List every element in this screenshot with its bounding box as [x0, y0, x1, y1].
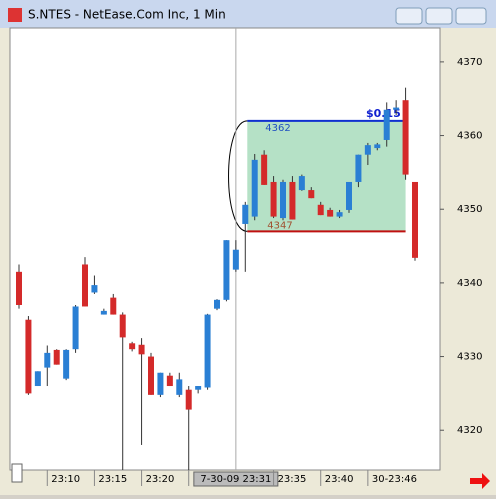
candle-body: [251, 159, 258, 217]
y-tick-label: 4370: [457, 57, 482, 68]
candle-body: [53, 349, 60, 365]
candle-body: [110, 297, 117, 315]
candle-body: [336, 212, 343, 217]
candle-body: [327, 209, 334, 217]
y-tick-label: 4360: [457, 131, 482, 142]
candle-body: [185, 389, 192, 410]
y-tick-label: 4340: [457, 278, 482, 289]
candle-body: [232, 249, 239, 270]
y-tick-label: 4350: [457, 204, 482, 215]
candle-body: [129, 343, 136, 350]
cursor-time-label: 7-30-09 23:31: [200, 474, 271, 485]
candle-body: [119, 314, 126, 338]
measure-bracket: [228, 120, 248, 232]
candle-body: [298, 176, 305, 191]
window-title: S.NTES - NetEase.Com Inc, 1 Min: [28, 8, 226, 22]
candle-body: [289, 181, 296, 220]
candle-body: [364, 145, 371, 155]
candle-body: [63, 349, 70, 379]
candle-body: [355, 154, 362, 182]
candle-body: [195, 386, 202, 390]
x-tick-label: 23:10: [51, 474, 80, 485]
candle-body: [402, 100, 409, 175]
candle-body: [270, 181, 277, 217]
cursor-time-box: [193, 471, 279, 487]
maximize-button[interactable]: [425, 7, 453, 25]
candle-body: [308, 190, 315, 199]
candle-body: [157, 372, 164, 395]
candle-body: [346, 181, 352, 210]
candle-body: [214, 299, 220, 309]
candle-body: [176, 379, 183, 395]
measure-change-label: $0.15: [366, 107, 401, 120]
candle-body: [100, 310, 107, 315]
candle-body: [242, 204, 249, 224]
x-tick-label: 30-23:46: [372, 474, 417, 485]
x-tick-label: 23:40: [325, 474, 354, 485]
measure-top-label: 4362: [265, 123, 290, 134]
candle-body: [148, 356, 154, 395]
minimize-button[interactable]: [395, 7, 423, 25]
y-tick-label: 4320: [457, 425, 482, 436]
candle-body: [280, 181, 286, 219]
scroll-right-arrow[interactable]: [470, 473, 490, 489]
measure-bottom-label: 4347: [267, 220, 292, 231]
candle-body: [44, 352, 51, 368]
candle-body: [412, 181, 418, 258]
y-tick-label: 4330: [457, 352, 482, 363]
candle-body: [317, 204, 324, 216]
x-tick-label: 23:20: [146, 474, 175, 485]
x-tick-label: 23:15: [98, 474, 127, 485]
candle-body: [261, 154, 268, 185]
candle-body: [34, 371, 41, 387]
candle-body: [383, 109, 390, 140]
scroll-handle[interactable]: [11, 463, 23, 483]
candle-body: [16, 271, 22, 305]
candle-body: [72, 306, 79, 350]
candle-body: [138, 344, 145, 355]
candle-body: [393, 107, 400, 110]
candle-body: [91, 285, 98, 293]
candle-body: [166, 375, 173, 387]
app-icon: [8, 8, 22, 22]
candle-body: [82, 264, 88, 307]
candle-body: [374, 144, 381, 149]
close-button[interactable]: [455, 7, 487, 25]
candle-body: [223, 240, 230, 300]
candle-body: [25, 319, 32, 394]
candle-body: [204, 314, 211, 388]
x-tick-label: 23:35: [278, 474, 307, 485]
